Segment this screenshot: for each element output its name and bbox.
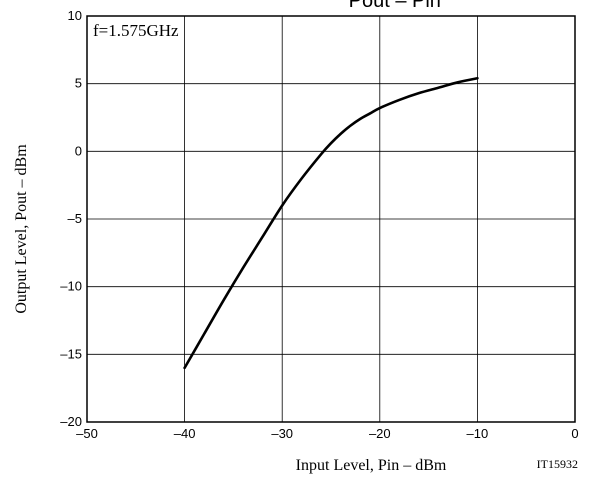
- y-tick-label: –15: [60, 346, 82, 361]
- grid: [86, 15, 576, 423]
- y-tick-label: –10: [60, 279, 82, 294]
- y-tick-label: –20: [60, 414, 82, 429]
- x-tick-label: –10: [467, 426, 489, 441]
- y-tick-label: –5: [68, 211, 82, 226]
- x-tick-label: –20: [369, 426, 391, 441]
- plot-frame: [86, 15, 576, 423]
- x-tick-label: –30: [271, 426, 293, 441]
- y-tick-label: 10: [68, 8, 82, 23]
- chart-title: Pout – Pin: [349, 0, 441, 12]
- series-layer: [183, 76, 479, 370]
- y-axis-title: Output Level, Pout – dBm: [13, 144, 30, 314]
- x-tick-label: 0: [571, 426, 578, 441]
- x-tick-label: –50: [76, 426, 98, 441]
- x-axis-title: Input Level, Pin – dBm: [296, 457, 447, 474]
- frequency-annotation: f=1.575GHz: [93, 21, 179, 40]
- series-line: [183, 76, 479, 370]
- y-tick-label: 0: [75, 143, 82, 158]
- figure-code: IT15932: [537, 457, 578, 471]
- y-tick-label: 5: [75, 76, 82, 91]
- x-tick-label: –40: [174, 426, 196, 441]
